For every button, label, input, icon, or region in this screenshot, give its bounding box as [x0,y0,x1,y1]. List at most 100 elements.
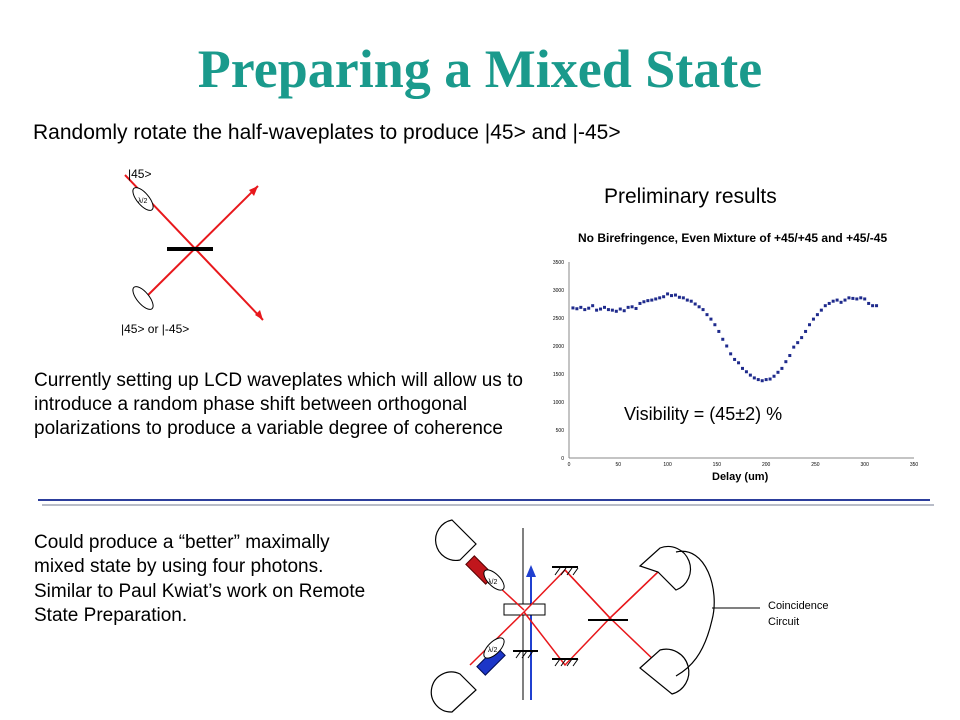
chart-data-point [804,329,808,333]
chart-data-point [839,300,843,304]
chart-data-point [575,307,579,311]
coincidence-label-line1: Coincidence [768,600,829,612]
chart-y-tick-label: 3500 [553,260,564,266]
beam-to-top-detector [609,571,659,619]
arrowhead-up-right [249,186,258,196]
chart-data-point [780,366,784,370]
chart-data-point [800,336,804,340]
chart-data-point [729,352,733,356]
chart-data-point [835,298,839,302]
coincidence-wire [675,550,715,677]
chart-data-point [752,376,756,380]
half-waveplate-top [132,187,154,211]
chart-data-point [614,309,618,313]
chart-data-point [811,317,815,321]
chart-data-point [662,295,666,299]
mirror-bottom [552,658,579,667]
chart-data-point [571,306,575,310]
chart-data-point [764,378,768,382]
chart-data-point [760,379,764,383]
coincidence-circuit-label: Coincidence Circuit [768,598,829,630]
chart-data-point [638,301,642,305]
chart-y-tick-label: 2500 [553,316,564,322]
detector-lower-left [430,671,477,713]
chart-data-point [693,302,697,306]
waveplate-label-lower: λ/2 [488,647,497,654]
chart-y-tick-label: 0 [561,456,564,462]
mirror-center [513,650,538,659]
chart-x-tick-label: 50 [616,462,622,468]
chart-data-point [855,297,859,301]
chart-data-point [725,344,729,348]
chart-data-point [709,317,713,321]
chart-x-tick-label: 350 [910,462,919,468]
chart-data-point [681,296,685,300]
chart-data-point [610,308,614,312]
chart-data-point [701,308,705,312]
chart-data-point [622,309,626,313]
chart-data-point [796,341,800,345]
chart-data-point [756,378,760,382]
blue-arrowhead [526,565,536,577]
chart-data-point [713,323,717,327]
half-waveplate-lower [483,637,505,659]
four-photon-paragraph: Could produce a “better” maximally mixed… [34,532,366,627]
chart-data-point [670,294,674,298]
chart-data-point [788,354,792,358]
chart-data-point [673,293,677,297]
chart-x-tick-label: 0 [568,462,571,468]
chart-data-point [843,298,847,302]
chart-data-point [744,370,748,374]
chart-data-point [819,308,823,312]
detector-lower-right [639,648,690,695]
chart-data-point [808,323,812,327]
state-label-top: |45> [128,167,152,181]
chart-data-point [871,304,875,308]
chart-y-tick-label: 1000 [553,400,564,406]
chart-data-point [784,360,788,364]
chart-data-point [721,337,725,341]
chart-data-point [748,373,752,377]
chart-x-tick-label: 150 [713,462,722,468]
preliminary-results-heading: Preliminary results [604,185,777,208]
visibility-result: Visibility = (45±2) % [624,404,783,424]
chart-data-point [768,377,772,381]
chart-data-point [792,345,796,349]
chart-data-point [587,306,591,310]
chart-data-point [705,313,709,317]
chart-data-point [740,366,744,370]
chart-data-point [658,296,662,300]
waveplate-label-upper: λ/2 [488,579,497,586]
arrowhead-down-right [255,310,263,320]
chart-data-point [863,297,867,301]
chart-data-point [776,370,780,374]
chart-x-tick-label: 200 [762,462,771,468]
chart-data-point [685,298,689,302]
chart-data-point [875,304,879,308]
chart-data-point [851,296,855,300]
chart-data-point [847,296,851,300]
chart-data-point [606,308,610,312]
chart-x-tick-label: 300 [861,462,870,468]
chart-y-tick-label: 2000 [553,344,564,350]
chart-data-point [772,374,776,378]
chart-data-point [733,357,737,361]
chart-data-point [823,304,827,308]
chart-data-point [666,292,670,296]
detector-upper-right [638,545,692,591]
chart-data-point [642,300,646,304]
chart-y-tick-label: 1500 [553,372,564,378]
chart-data-point [677,295,681,299]
chart-y-tick-label: 500 [556,428,565,434]
chart-data-point [595,308,599,312]
half-waveplate-upper [483,569,505,591]
chart-data-point [579,305,583,309]
crystal [503,603,546,616]
lcd-waveplates-paragraph: Currently setting up LCD waveplates whic… [34,370,523,439]
chart-data-point [630,305,634,309]
chart-data-point [867,301,871,305]
chart-data-point [626,305,630,309]
